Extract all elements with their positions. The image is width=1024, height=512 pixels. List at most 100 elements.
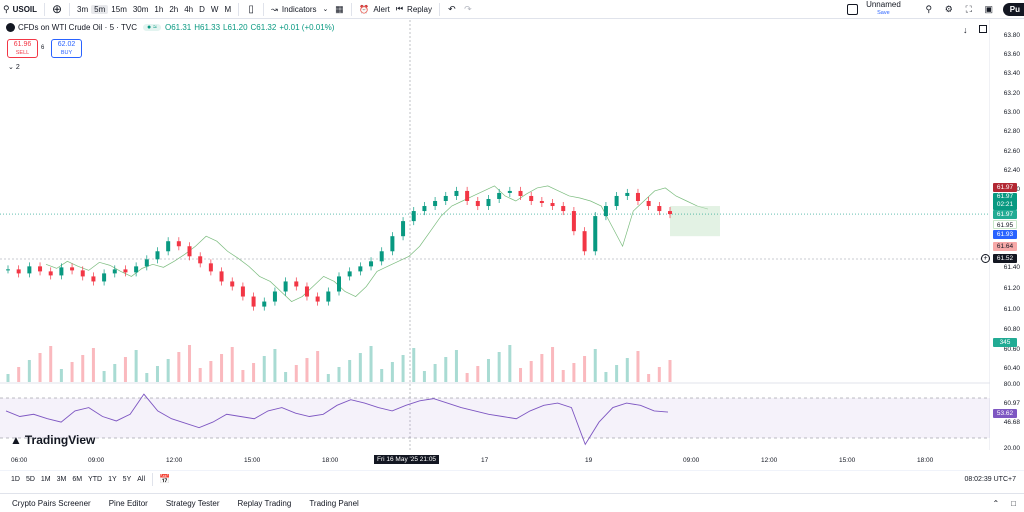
candle-body [358, 266, 363, 272]
candle-body [187, 246, 192, 257]
buy-button[interactable]: 62.02 BUY [51, 39, 82, 58]
legend-title[interactable]: CFDs on WTI Crude Oil · 5 · TVC [18, 23, 137, 32]
bar-countdown: 02:21 [996, 201, 1014, 208]
compare-add-icon[interactable]: ⊕ [52, 2, 63, 16]
replay-label: Replay [407, 4, 432, 14]
chevron-down-icon: ⌄ [8, 64, 14, 71]
range-3M[interactable]: 3M [56, 475, 67, 483]
time-axis-label: 17 [481, 457, 489, 464]
goto-date-icon[interactable]: 📅 [159, 473, 171, 484]
indicators-button[interactable]: ↝ Indicators ⌄ [268, 0, 331, 19]
volume-bar [519, 368, 523, 382]
timeframe-D[interactable]: D [199, 4, 205, 14]
volume-bar [454, 350, 458, 382]
volume-bar [252, 363, 256, 382]
range-1D[interactable]: 1D [11, 475, 20, 483]
timezone-clock[interactable]: 08:02:39 UTC+7 [964, 475, 1016, 483]
layouts-grid-icon[interactable]: ▦ [335, 3, 344, 14]
range-1M[interactable]: 1M [40, 475, 51, 483]
time-axis-label: 09:00 [683, 457, 700, 464]
volume-bar [561, 370, 565, 382]
candle-body [166, 241, 171, 252]
alert-button[interactable]: ⏰ Alert [356, 0, 392, 19]
ichimoku-cloud-future [670, 206, 720, 237]
undo-icon[interactable]: ↶ [448, 3, 456, 14]
timeframe-3m[interactable]: 3m [77, 4, 89, 14]
rsi-axis-upper: 60.97 [1003, 400, 1020, 407]
timeframe-1h[interactable]: 1h [154, 4, 164, 14]
rsi-axis-lower: 46.68 [1003, 419, 1020, 426]
candle-body [16, 269, 21, 274]
tv-logo-icon: ▲ [10, 433, 22, 447]
time-axis-label: 15:00 [244, 457, 261, 464]
range-6M[interactable]: 6M [72, 475, 83, 483]
candle-body [337, 276, 341, 292]
volume-bar [572, 363, 576, 382]
range-All[interactable]: All [137, 475, 146, 483]
volume-bar [241, 370, 245, 382]
timeframe-2h[interactable]: 2h [169, 4, 179, 14]
volume-bar [316, 351, 320, 382]
maximize-panel-icon[interactable]: □ [1011, 498, 1016, 508]
range-YTD[interactable]: YTD [88, 475, 103, 483]
timeframe-30m[interactable]: 30m [132, 4, 149, 14]
panel-tab[interactable]: Pine Editor [108, 498, 148, 508]
candle-body [561, 206, 566, 212]
timeframe-W[interactable]: W [210, 4, 219, 14]
sell-button[interactable]: 61.96 SELL [7, 39, 38, 58]
timeframe-15m[interactable]: 15m [111, 4, 127, 14]
crosshair-plus-icon[interactable]: + [981, 254, 990, 263]
candle-body [497, 192, 502, 199]
fullscreen-icon[interactable]: ⛶ [965, 3, 972, 14]
indicators-icon: ↝ [271, 4, 278, 14]
volume-bar [615, 365, 619, 382]
candle-type-icon[interactable]: ▯ [248, 3, 254, 15]
candle-body [433, 201, 438, 207]
candle-body [486, 198, 491, 207]
volume-bar [486, 359, 490, 382]
volume-bar [145, 373, 149, 382]
range-1Y[interactable]: 1Y [108, 475, 117, 483]
timeframe-M[interactable]: M [224, 4, 232, 14]
layout-checkbox-icon[interactable] [847, 3, 859, 15]
tradingview-logo: ▲ TradingView [10, 433, 95, 447]
candle-body [134, 266, 139, 273]
legend-close: C61.32 [250, 23, 277, 32]
panel-tab[interactable]: Crypto Pairs Screener [12, 498, 91, 508]
chart-canvas[interactable] [0, 20, 990, 450]
layout-name[interactable]: Unnamed Save [866, 1, 901, 17]
redo-icon[interactable]: ↷ [464, 3, 472, 14]
replay-button[interactable]: ⏮ Replay [393, 0, 435, 19]
timeframe-5m[interactable]: 5m [91, 4, 109, 14]
candle-body [102, 273, 107, 282]
brand-name: TradingView [24, 433, 96, 447]
candle-body [198, 256, 203, 264]
range-5Y[interactable]: 5Y [122, 475, 132, 483]
symbol-name: USOIL [12, 4, 38, 14]
publish-button[interactable]: Pu [1002, 2, 1024, 16]
symbol-search[interactable]: ⚲ USOIL [0, 0, 40, 19]
camera-icon[interactable]: ▣ [984, 3, 994, 14]
volume-bar [81, 355, 85, 382]
top-toolbar: ⚲ USOIL ⊕ 3m 5m 15m 30m 1h 2h 4h D W M ▯ ↝ Indica… [0, 0, 1024, 19]
candle-body [593, 216, 598, 252]
download-arrow-icon[interactable]: ↓ [963, 25, 968, 35]
price-axis-label: 61.20 [1003, 285, 1020, 292]
maximize-pane-icon[interactable] [979, 25, 987, 33]
timeframe-4h[interactable]: 4h [184, 4, 194, 14]
panel-tab[interactable]: Replay Trading [237, 498, 292, 508]
quick-search-icon[interactable]: ⚲ [925, 3, 933, 14]
time-axis-label: 19 [585, 457, 593, 464]
price-tag-4: 61.95 [993, 220, 1017, 229]
volume-bar [476, 366, 480, 382]
panel-tab[interactable]: Strategy Tester [165, 498, 220, 508]
indicators-collapse-toggle[interactable]: ⌄ 2 [8, 63, 20, 71]
chevron-double-up-icon[interactable]: ⌃ [992, 498, 1000, 508]
candle-body [646, 201, 651, 207]
candle-body [59, 267, 64, 276]
settings-gear-icon[interactable]: ⚙ [944, 3, 953, 14]
candle-body [401, 221, 406, 237]
volume-bar [625, 358, 629, 382]
range-5D[interactable]: 5D [25, 475, 35, 483]
panel-tab[interactable]: Trading Panel [309, 498, 359, 508]
